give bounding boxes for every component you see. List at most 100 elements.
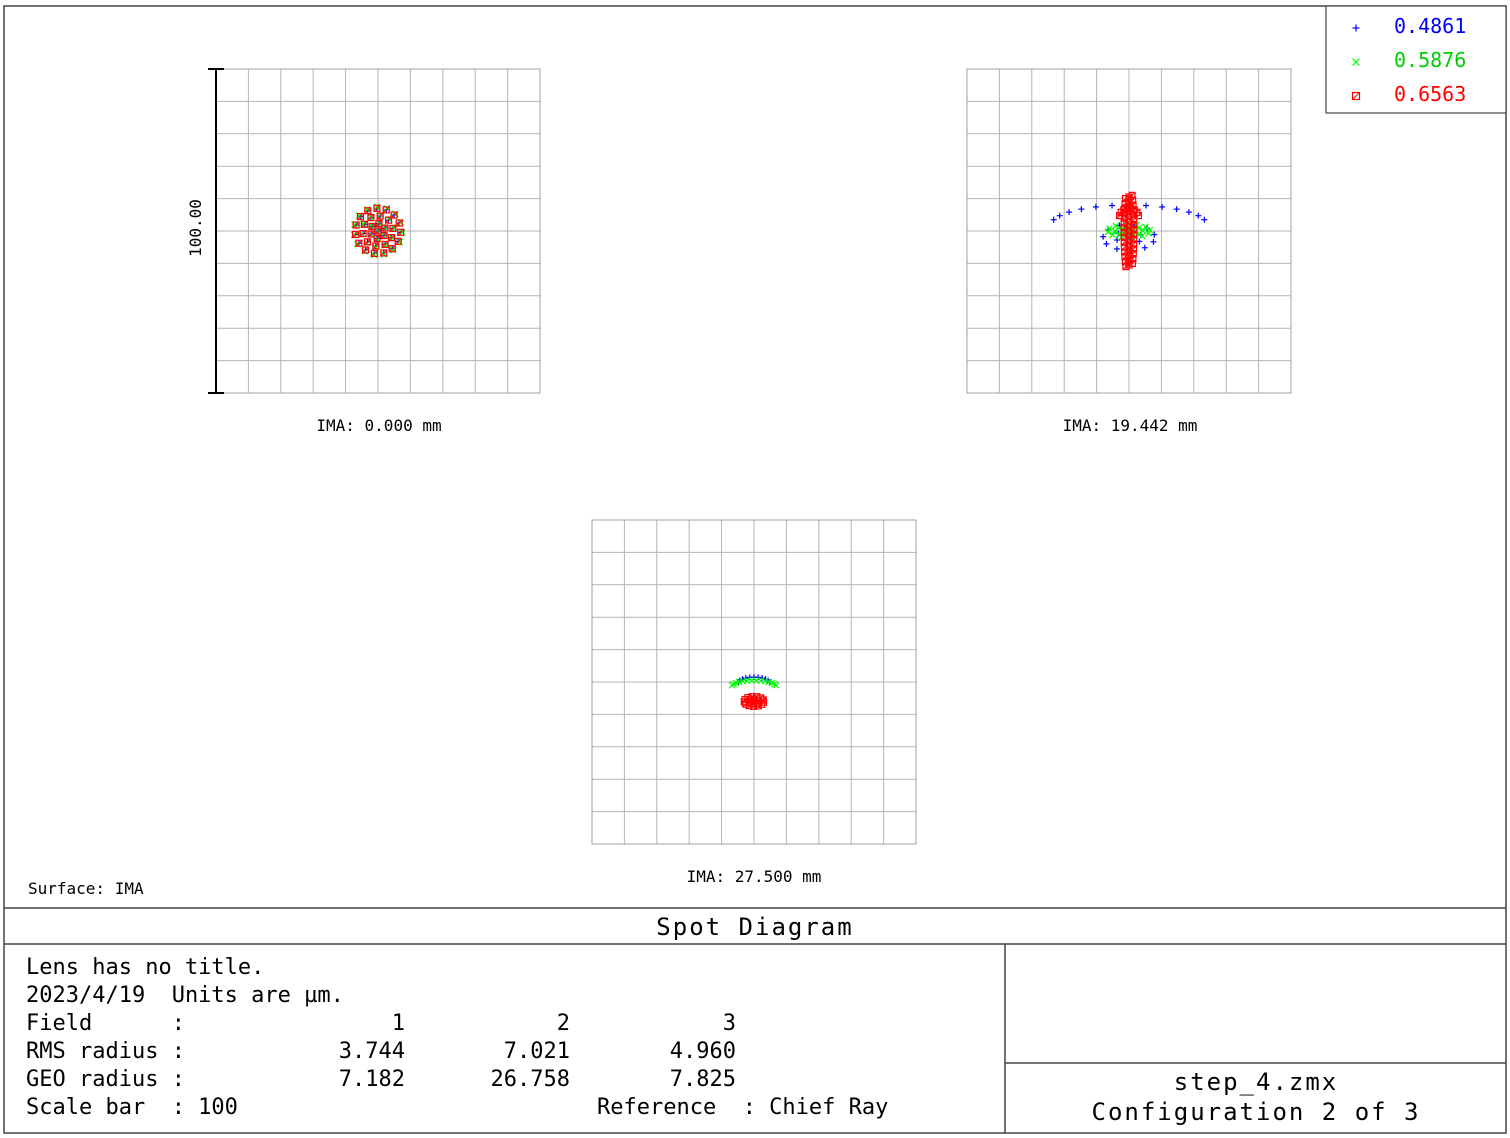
spot-point — [376, 212, 384, 220]
spot-point — [374, 227, 382, 235]
footer-title: Spot Diagram — [656, 913, 853, 941]
spot-point — [395, 219, 403, 227]
rms-value-1: 3.744 — [339, 1039, 405, 1064]
spot-point — [351, 230, 360, 239]
spot-point — [381, 240, 389, 248]
spot-point — [1142, 202, 1149, 209]
geo-row-label: GEO radius : — [26, 1067, 185, 1092]
rms-value-2: 7.021 — [504, 1039, 570, 1064]
field-row-label: Field : — [26, 1011, 185, 1036]
spot-panel-field-1 — [215, 68, 541, 394]
legend-label-1: 0.5876 — [1394, 48, 1466, 72]
surface-label: Surface: IMA — [28, 879, 144, 898]
spot-point — [398, 228, 406, 236]
spot-panel-field-3 — [591, 519, 917, 845]
spot-point — [1159, 203, 1166, 210]
legend-label-2: 0.6563 — [1394, 82, 1466, 106]
geo-value-2: 26.758 — [491, 1067, 570, 1092]
spot-series-0.6563 — [740, 693, 768, 710]
spot-point — [373, 234, 381, 243]
legend-label-0: 0.4861 — [1394, 14, 1466, 38]
spot-point — [380, 231, 388, 240]
footer-line-1: Lens has no title. — [26, 955, 264, 980]
spot-series-0.6563 — [351, 204, 405, 257]
spot-point — [380, 249, 388, 257]
field-value-3: 3 — [723, 1011, 736, 1036]
spot-point — [1112, 222, 1120, 230]
spot-point — [359, 229, 367, 238]
spot-point — [390, 211, 398, 219]
legend-marker-0 — [1352, 24, 1360, 32]
legend-marker-2 — [1351, 91, 1361, 101]
spot-point — [364, 207, 372, 215]
rms-row-label: RMS radius : — [26, 1039, 185, 1064]
spot-point — [1138, 232, 1146, 240]
spot-series-0.6563 — [1115, 204, 1143, 220]
spot-point — [1103, 240, 1110, 247]
spot-point — [1150, 238, 1157, 245]
spot-point — [363, 238, 372, 246]
spot-point — [1141, 223, 1149, 231]
spot-point — [372, 242, 380, 250]
spot-point — [1185, 209, 1192, 216]
spot-panel-field-2 — [966, 68, 1292, 394]
field-value-1: 1 — [392, 1011, 405, 1036]
spot-point — [759, 696, 767, 704]
spot-point — [1113, 245, 1120, 252]
spot-point — [1100, 233, 1107, 240]
spot-point — [1128, 191, 1136, 199]
spot-point — [373, 203, 381, 211]
spot-series-0.5876 — [728, 676, 780, 689]
spot-point — [387, 234, 396, 242]
field-label-1: IMA: 0.000 mm — [316, 416, 441, 435]
scale-bar: 100.00 — [186, 68, 224, 394]
spot-point — [1146, 226, 1154, 234]
configuration-label: Configuration 2 of 3 — [1092, 1098, 1421, 1126]
scale-bar-label: 100.00 — [186, 199, 205, 257]
legend: 0.4861 0.5876 0.6563 — [1325, 5, 1507, 114]
spot-point — [1056, 212, 1063, 219]
file-name: step_4.zmx — [1174, 1068, 1339, 1096]
spot-point — [356, 213, 365, 221]
spot-point — [1151, 231, 1158, 238]
spot-point — [1141, 244, 1148, 251]
legend-marker-1 — [1352, 58, 1360, 66]
field-label-3: IMA: 27.500 mm — [687, 867, 822, 886]
spot-point — [388, 245, 396, 253]
panel-border — [966, 68, 1292, 394]
spot-series-0.6563 — [1120, 191, 1138, 271]
spot-point — [375, 219, 383, 228]
spot-point — [361, 246, 370, 254]
spot-point — [368, 222, 376, 231]
spot-point — [1092, 203, 1099, 210]
spot-point — [397, 228, 405, 236]
spot-point — [350, 231, 358, 239]
spot-point — [389, 224, 397, 233]
spot-point — [1173, 206, 1180, 213]
panel-border — [591, 519, 917, 845]
footer: Spot Diagram Lens has no title. 2023/4/1… — [4, 907, 1506, 1133]
spot-point — [381, 224, 389, 232]
spot-point — [394, 237, 402, 245]
spot-point — [1109, 202, 1116, 209]
geo-value-3: 7.825 — [670, 1067, 736, 1092]
spot-point — [1078, 206, 1085, 213]
spot-point — [382, 206, 390, 214]
spot-point — [1066, 209, 1073, 216]
spot-point — [367, 214, 375, 222]
footer-line-2: 2023/4/19 Units are µm. — [26, 983, 344, 1008]
spot-point — [373, 204, 381, 212]
spot-point — [370, 249, 378, 257]
spot-point — [352, 221, 360, 229]
spot-point — [1201, 216, 1208, 223]
spot-point — [1104, 228, 1112, 236]
spot-point — [1195, 212, 1202, 219]
spot-point — [1050, 216, 1057, 223]
spot-point — [1134, 212, 1143, 220]
rms-value-3: 4.960 — [670, 1039, 736, 1064]
spot-point — [360, 220, 369, 228]
legend-box — [1325, 5, 1507, 114]
spot-point — [772, 681, 780, 689]
spot-point — [367, 230, 375, 238]
